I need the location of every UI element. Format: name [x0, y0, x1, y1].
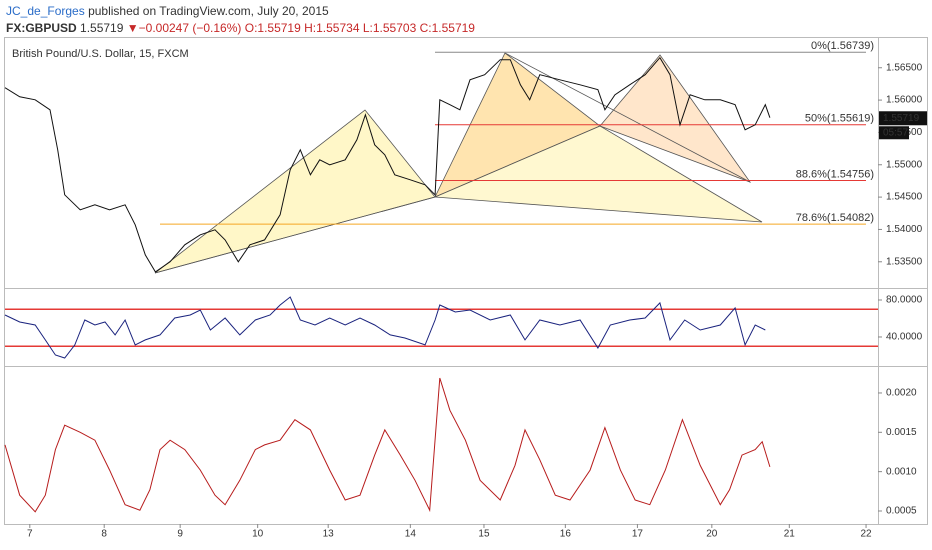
fib-label: 50%(1.55619)	[805, 113, 874, 125]
pane-title: British Pound/U.S. Dollar, 15, FXCM	[12, 48, 189, 60]
change: −0.00247 (−0.16%)	[138, 21, 242, 35]
time-tag-bg	[879, 126, 909, 140]
price-tag	[879, 111, 927, 126]
fib-label: 0%(1.56739)	[811, 40, 874, 52]
y-tick-label: 0.0010	[886, 466, 917, 477]
y-tick-label: 0.0020	[886, 388, 917, 399]
pattern-left	[154, 109, 436, 274]
y-tick-label: 1.54000	[886, 224, 923, 235]
x-tick-label: 7	[27, 529, 33, 540]
time-tag-label: 05:57	[883, 127, 908, 138]
last-price: 1.55719	[80, 21, 124, 35]
pattern-mid-lower	[434, 125, 763, 223]
publish-line: JC_de_Forges published on TradingView.co…	[6, 3, 475, 20]
high: H:1.55734	[304, 21, 360, 35]
symbol: FX:GBPUSD	[6, 21, 77, 35]
y-tick-label: 1.55000	[886, 159, 923, 170]
x-tick-label: 17	[632, 529, 644, 540]
x-tick-label: 20	[706, 529, 718, 540]
x-tick-label: 14	[405, 529, 417, 540]
author-link[interactable]: JC_de_Forges	[6, 4, 85, 18]
close: C:1.55719	[419, 21, 475, 35]
y-tick-label: 40.0000	[886, 332, 923, 343]
frame	[4, 37, 928, 525]
down-arrow: ▼	[126, 21, 139, 35]
series-line	[4, 56, 771, 273]
header: JC_de_Forges published on TradingView.co…	[6, 3, 475, 37]
pattern-line	[504, 52, 751, 183]
series-line	[4, 377, 771, 513]
harmonic-drawings	[154, 52, 763, 274]
fib-label: 88.6%(1.54756)	[796, 168, 874, 180]
x-tick-label: 22	[860, 529, 872, 540]
x-tick-label: 13	[323, 529, 335, 540]
price-tag-label: 1.55719	[883, 113, 920, 124]
x-tick-label: 10	[252, 529, 264, 540]
y-tick-label: 0.0015	[886, 427, 917, 438]
y-tick-label: 80.0000	[886, 295, 923, 306]
y-tick-label: 1.53500	[886, 256, 923, 267]
pattern-right	[599, 54, 752, 183]
fib-label: 78.6%(1.54082)	[796, 212, 874, 224]
symbol-line: FX:GBPUSD 1.55719 ▼−0.00247 (−0.16%) O:1…	[6, 20, 475, 37]
x-tick-label: 15	[478, 529, 490, 540]
y-tick-label: 1.54500	[886, 192, 923, 203]
x-tick-label: 8	[101, 529, 107, 540]
x-tick-label: 21	[784, 529, 796, 540]
y-tick-label: 1.56500	[886, 62, 923, 73]
low: L:1.55703	[362, 21, 417, 35]
x-tick-label: 9	[177, 529, 183, 540]
published-text: published on TradingView.com, July 20, 2…	[88, 4, 329, 18]
x-tick-label: 16	[560, 529, 572, 540]
y-tick-label: 0.0005	[886, 506, 917, 517]
series-line	[4, 296, 766, 359]
open: O:1.55719	[244, 21, 301, 35]
pattern-line	[154, 196, 436, 274]
y-tick-label: 1.56000	[886, 95, 923, 106]
